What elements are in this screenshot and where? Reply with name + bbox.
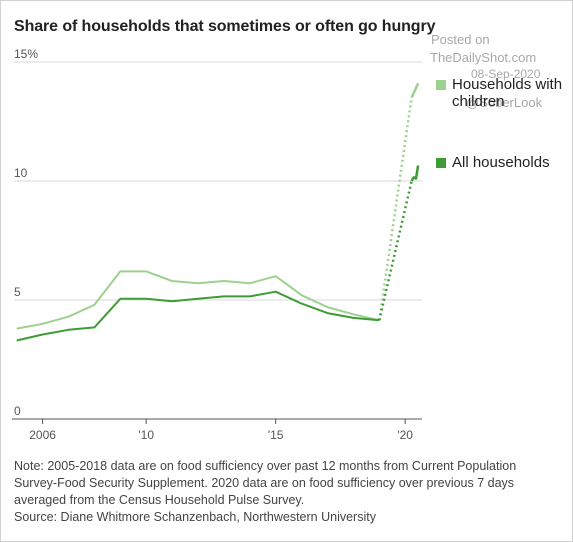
y-tick-label: 0 bbox=[14, 404, 21, 418]
watermark-posted-on: Posted on bbox=[431, 32, 490, 47]
watermark-site: TheDailyShot.com bbox=[430, 50, 537, 65]
legend-label: All households bbox=[452, 154, 550, 171]
x-tick-label: '15 bbox=[268, 428, 284, 442]
legend-label: Households with children bbox=[452, 76, 563, 110]
series-line-households-with-children bbox=[16, 270, 380, 330]
series-pulse-households-with-children bbox=[410, 82, 420, 99]
series-lines bbox=[16, 82, 420, 342]
y-tick-label: 5 bbox=[14, 285, 21, 299]
watermark-date: 08-Sep-2020 bbox=[471, 67, 541, 81]
chart-title: Share of households that sometimes or of… bbox=[14, 18, 436, 35]
watermark-handle: @SoberLook bbox=[466, 95, 543, 110]
series-pulse-all-households bbox=[410, 165, 420, 182]
chart-note: Note: 2005-2018 data are on food suffici… bbox=[14, 458, 559, 526]
series-dotted-all-households bbox=[378, 180, 413, 321]
legend-swatch bbox=[436, 158, 446, 168]
series-line-all-households bbox=[16, 290, 380, 342]
y-tick-label: 15% bbox=[14, 47, 38, 61]
x-tick-labels: 2006 '10 '15 '20 bbox=[29, 419, 413, 442]
x-tick-label: '10 bbox=[138, 428, 154, 442]
x-tick-label: 2006 bbox=[29, 428, 56, 442]
y-tick-label: 10 bbox=[14, 166, 28, 180]
source-line: Source: Diane Whitmore Schanzenbach, Nor… bbox=[14, 510, 376, 524]
x-tick-label: '20 bbox=[397, 428, 413, 442]
series-dotted-households-with-children bbox=[378, 97, 413, 321]
note-line: averaged from the Census Household Pulse… bbox=[14, 493, 305, 507]
note-line: Note: 2005-2018 data are on food suffici… bbox=[14, 459, 517, 473]
grid-lines bbox=[12, 61, 422, 420]
legend-item-households-with-children: Households with children bbox=[436, 76, 566, 110]
note-line: Survey-Food Security Supplement. 2020 da… bbox=[14, 476, 515, 490]
legend-swatch bbox=[436, 80, 446, 90]
y-tick-labels: 0 5 10 15% bbox=[14, 47, 38, 418]
legend-item-all-households: All households bbox=[436, 154, 566, 171]
